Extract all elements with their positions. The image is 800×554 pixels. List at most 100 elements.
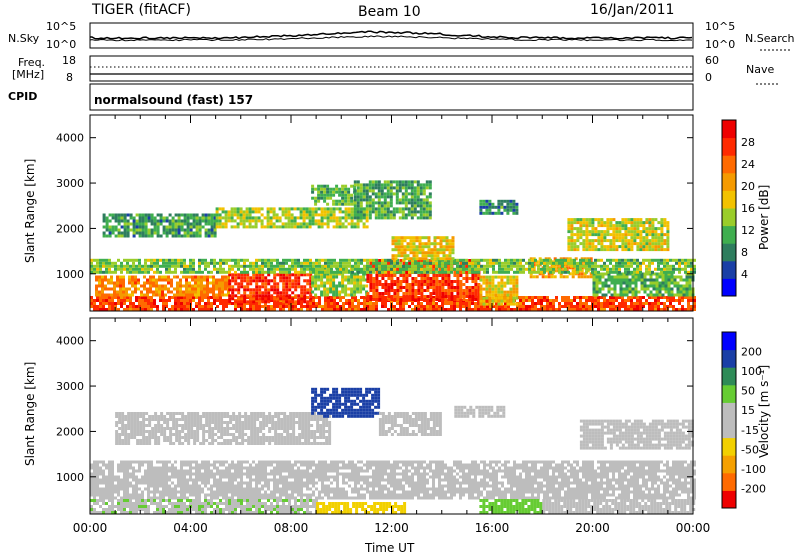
heatmap-cell: [105, 493, 108, 497]
heatmap-cell: [624, 218, 628, 222]
heatmap-cell: [273, 279, 277, 283]
heatmap-cell: [102, 231, 106, 235]
heatmap-cell: [254, 219, 258, 223]
heatmap-cell: [96, 308, 99, 311]
heatmap-cell: [612, 227, 616, 231]
heatmap-cell: [308, 222, 312, 226]
heatmap-cell: [577, 275, 581, 279]
heatmap-cell: [573, 248, 577, 252]
heatmap-cell: [387, 298, 391, 301]
heatmap-cell: [351, 308, 354, 311]
heatmap-cell: [330, 270, 333, 274]
heatmap-cell: [309, 285, 313, 289]
heatmap-cell: [663, 308, 666, 311]
heatmap-cell: [636, 305, 639, 308]
heatmap-cell: [315, 264, 318, 268]
heatmap-cell: [168, 225, 172, 229]
heatmap-cell: [138, 305, 141, 308]
heatmap-cell: [129, 496, 132, 500]
heatmap-cell: [269, 216, 273, 220]
heatmap-cell: [333, 305, 336, 308]
heatmap-cell: [600, 302, 603, 305]
heatmap-cell: [407, 213, 411, 217]
heatmap-cell: [309, 291, 313, 295]
heatmap-cell: [329, 281, 333, 285]
colorbar-frame: [721, 119, 737, 297]
heatmap-cell: [282, 297, 286, 301]
heatmap-cell: [102, 216, 106, 220]
heatmap-cell: [639, 296, 642, 299]
heatmap-cell: [515, 290, 519, 294]
heatmap-cell: [264, 297, 268, 301]
heatmap-cell: [212, 287, 215, 291]
heatmap-cell: [129, 270, 132, 274]
heatmap-cell: [156, 261, 159, 265]
heatmap-cell: [362, 210, 366, 214]
heatmap-cell: [600, 308, 603, 311]
heatmap-cell: [374, 210, 378, 214]
heatmap-cell: [255, 288, 259, 292]
heatmap-cell: [519, 305, 522, 308]
heatmap-cell: [111, 472, 114, 476]
heatmap-cell: [428, 195, 432, 199]
heatmap-cell: [693, 302, 696, 305]
heatmap-cell: [177, 228, 181, 232]
heatmap-cell: [335, 207, 339, 211]
heatmap-cell: [381, 277, 385, 280]
heatmap-cell: [631, 290, 635, 294]
heatmap-cell: [123, 460, 126, 464]
heatmap-cell: [314, 287, 318, 291]
heatmap-cell: [630, 227, 634, 231]
heatmap-cell: [576, 296, 579, 299]
heatmap-cell: [218, 222, 222, 226]
heatmap-cell: [657, 305, 660, 308]
heatmap-cell: [573, 227, 577, 231]
heatmap-cell: [177, 296, 180, 299]
heatmap-cell: [515, 284, 519, 288]
heatmap-cell: [174, 213, 178, 217]
heatmap-cell: [207, 231, 211, 235]
heatmap-cell: [428, 207, 432, 211]
heatmap-cell: [138, 493, 141, 497]
heatmap-cell: [269, 207, 273, 211]
heatmap-cell: [120, 466, 123, 470]
noise-panel: N.Sky 10^5 10^0 10^5 10^0 N.Search: [8, 20, 795, 51]
heatmap-cell: [321, 258, 324, 262]
heatmap-cell: [390, 298, 394, 301]
heatmap-cell: [579, 296, 582, 299]
heatmap-cell: [338, 187, 342, 191]
heatmap-cell: [351, 302, 354, 305]
heatmap-cell: [603, 248, 607, 252]
heatmap-cell: [628, 281, 632, 285]
heatmap-cell: [327, 264, 330, 268]
heatmap-cell: [598, 278, 602, 282]
heatmap-cell: [582, 224, 586, 228]
heatmap-cell: [447, 295, 451, 298]
heatmap-cell: [477, 261, 480, 265]
heatmap-cell: [243, 285, 247, 289]
heatmap-cell: [96, 469, 99, 473]
heatmap-cell: [570, 236, 574, 240]
heatmap-cell: [218, 287, 221, 291]
heatmap-cell: [477, 267, 480, 271]
heatmap-cell: [412, 251, 416, 255]
heatmap-cell: [338, 290, 342, 294]
heatmap-cell: [354, 264, 357, 268]
heatmap-cell: [323, 199, 327, 203]
heatmap-cell: [417, 280, 421, 283]
heatmap-cell: [594, 248, 598, 252]
heatmap-cell: [642, 221, 646, 225]
heatmap-cell: [332, 284, 336, 288]
heatmap-cell: [329, 196, 333, 200]
heatmap-cell: [180, 219, 184, 223]
heatmap-cell: [159, 496, 162, 500]
heatmap-cell: [386, 192, 390, 196]
heatmap-cell: [278, 225, 282, 229]
heatmap-cell: [177, 261, 180, 265]
heatmap-cell: [306, 296, 309, 299]
heatmap-cell: [613, 284, 617, 288]
heatmap-cell: [120, 496, 123, 500]
heatmap-cell: [667, 290, 671, 294]
heatmap-cell: [261, 258, 264, 262]
heatmap-cell: [372, 258, 375, 262]
